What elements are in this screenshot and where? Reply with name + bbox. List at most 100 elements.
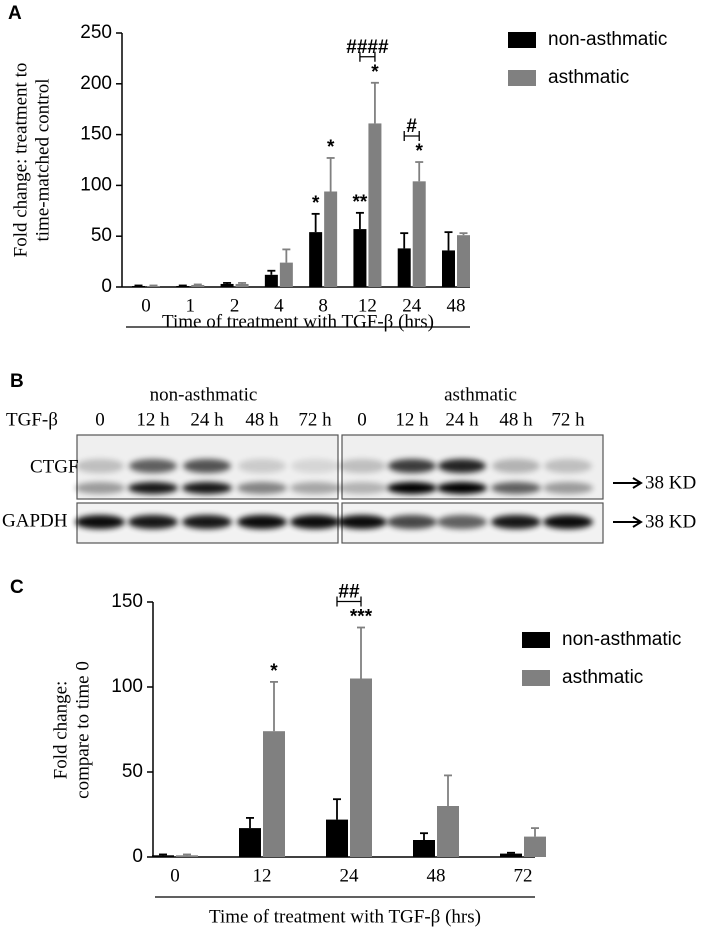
- blot-band: [543, 515, 593, 529]
- blot-band: [438, 459, 486, 473]
- error-bar: [193, 283, 202, 286]
- error-bar: [420, 832, 428, 840]
- bar: [264, 274, 278, 287]
- error-bar: [267, 269, 276, 275]
- blot-band: [337, 482, 387, 494]
- x-tick-label: 24: [402, 295, 422, 316]
- bracket: [403, 131, 420, 142]
- bar: [397, 248, 411, 287]
- lane-label: 24 h: [190, 409, 224, 430]
- lane-label: 0: [95, 409, 105, 430]
- lane-label: 12 h: [136, 409, 170, 430]
- x-tick-label: 2: [230, 295, 240, 316]
- legend-label: non-asthmatic: [562, 629, 681, 650]
- x-tick-label: 0: [170, 865, 180, 886]
- blot-band: [182, 515, 232, 529]
- x-tick-label: 1: [186, 295, 196, 316]
- group-label: asthmatic: [444, 384, 517, 405]
- blot-band: [290, 515, 340, 529]
- annotation: **: [353, 192, 368, 213]
- error-bar: [370, 81, 379, 124]
- error-bar: [311, 212, 320, 233]
- bar: [437, 806, 459, 857]
- bar: [353, 229, 367, 287]
- bar: [500, 853, 522, 857]
- bar: [132, 285, 145, 287]
- blot-band: [338, 459, 386, 473]
- blot-band: [544, 459, 592, 473]
- blot-band: [437, 482, 487, 494]
- x-tick-label: 12: [253, 865, 272, 886]
- y-axis-label: Fold change: treatment to: [10, 63, 31, 258]
- y-tick-label: 200: [80, 73, 112, 94]
- y-tick-label: 250: [80, 22, 112, 43]
- bar: [350, 678, 372, 857]
- annotation: *: [371, 62, 379, 83]
- blot-band: [291, 459, 339, 473]
- error-bar: [159, 853, 167, 856]
- blot-band: [75, 482, 125, 494]
- bar: [326, 819, 348, 857]
- error-bar: [134, 284, 143, 287]
- blot-band: [128, 482, 178, 494]
- treatment-label: TGF-β: [6, 409, 58, 430]
- lane-label: 72 h: [551, 409, 585, 430]
- error-bar: [531, 827, 539, 837]
- bar: [176, 855, 198, 857]
- blot-band: [491, 515, 541, 529]
- bracket: [336, 596, 362, 607]
- lane-label: 48 h: [245, 409, 279, 430]
- error-bar: [282, 248, 291, 263]
- marker-label: 38 KD: [645, 472, 696, 493]
- blot-band: [543, 482, 593, 494]
- annotation: #: [406, 116, 417, 137]
- blot-band: [387, 482, 437, 494]
- annotation: *: [312, 193, 320, 214]
- x-tick-label: 8: [318, 295, 328, 316]
- error-bar: [444, 774, 452, 806]
- error-bar: [333, 798, 341, 820]
- error-bar: [149, 284, 158, 287]
- bar: [220, 283, 234, 287]
- arrow: [613, 516, 643, 528]
- bracket: [359, 51, 376, 62]
- bar: [191, 284, 205, 287]
- error-bar: [178, 284, 187, 287]
- legend-swatch: [508, 32, 536, 48]
- bar: [239, 828, 261, 857]
- bar: [263, 731, 285, 857]
- x-tick-label: 0: [141, 295, 151, 316]
- x-tick-label: 12: [358, 295, 377, 316]
- bar: [457, 235, 470, 287]
- legend-label: asthmatic: [562, 667, 643, 688]
- y-axis-label: Fold change:: [50, 681, 71, 780]
- panel-label: B: [10, 371, 24, 392]
- legend-swatch: [522, 632, 550, 648]
- error-bar: [507, 851, 515, 854]
- annotation: ***: [350, 607, 373, 628]
- error-bar: [183, 853, 191, 856]
- y-axis-label: time-matched control: [32, 78, 53, 241]
- annotation: *: [416, 141, 424, 162]
- bar: [324, 191, 338, 287]
- error-bar: [444, 231, 453, 251]
- bar: [235, 283, 249, 287]
- y-axis-label: compare to time 0: [72, 661, 93, 799]
- error-bar: [246, 817, 254, 829]
- annotation: ####: [346, 37, 389, 58]
- panel-label: C: [10, 577, 24, 598]
- row-label: CTGF: [30, 456, 79, 477]
- error-bar: [355, 211, 364, 230]
- error-bar: [415, 161, 424, 182]
- error-bar: [238, 282, 247, 284]
- error-bar: [270, 681, 278, 732]
- y-tick-label: 0: [101, 276, 112, 297]
- panel-label: A: [8, 3, 22, 24]
- y-tick-label: 50: [122, 761, 143, 782]
- x-axis-label: Time of treatment with TGF-β (hrs): [209, 906, 481, 927]
- lane-label: 24 h: [445, 409, 479, 430]
- group-label: non-asthmatic: [150, 384, 258, 405]
- bar: [368, 123, 382, 287]
- blot-band: [337, 515, 387, 529]
